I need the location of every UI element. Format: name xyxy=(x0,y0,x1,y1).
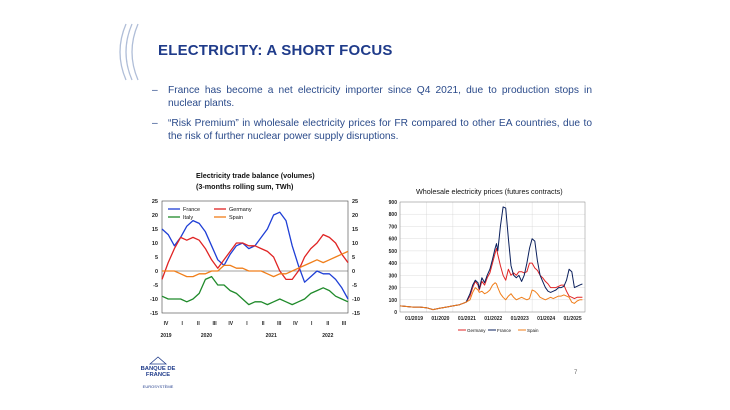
y-tick-label: 900 xyxy=(389,200,398,206)
y-tick-label-right: 20 xyxy=(352,213,358,219)
y-tick-label: 200 xyxy=(389,286,398,292)
x-year-label: 2019 xyxy=(160,333,171,339)
x-quarter-label: IV xyxy=(228,321,233,327)
series-line-italy xyxy=(161,275,349,306)
legend-label-spain: Spain xyxy=(229,215,243,221)
trade-balance-chart-title: Electricity trade balance (volumes) (3-m… xyxy=(196,170,315,192)
x-quarter-label: III xyxy=(212,321,217,327)
y-tick-label-left: 10 xyxy=(152,241,158,247)
y-tick-label: 400 xyxy=(389,261,398,267)
y-tick-label-left: 20 xyxy=(152,213,158,219)
y-tick-label-right: -15 xyxy=(352,311,360,317)
x-tick-label: 01/2025 xyxy=(564,316,582,322)
y-tick-label-right: -5 xyxy=(352,283,357,289)
series-line-france xyxy=(399,206,583,311)
y-tick-label: 800 xyxy=(389,212,398,218)
y-tick-label-right: 0 xyxy=(352,269,355,275)
x-quarter-label: III xyxy=(277,321,282,327)
trade-balance-subtitle: (3-months rolling sum, TWh) xyxy=(196,182,294,191)
bullet-text: France has become a net electricity impo… xyxy=(168,85,592,109)
series-line-germany xyxy=(399,247,583,311)
x-quarter-label: III xyxy=(342,321,347,327)
bullet-item: – France has become a net electricity im… xyxy=(152,84,592,110)
legend-label-spain: Spain xyxy=(527,328,539,333)
y-tick-label-left: -15 xyxy=(150,311,158,317)
bullet-marker: – xyxy=(152,85,158,96)
bullet-item: – “Risk Premium” in wholesale electricit… xyxy=(152,117,592,143)
legend-label-germany: Germany xyxy=(467,328,486,333)
y-tick-label-right: 10 xyxy=(352,241,358,247)
y-tick-label-left: -10 xyxy=(150,297,158,303)
legend-label-italy: Italy xyxy=(183,215,193,221)
y-tick-label: 600 xyxy=(389,237,398,243)
decorative-brackets xyxy=(119,23,139,81)
y-tick-label-left: 15 xyxy=(152,227,158,233)
y-tick-label-right: 25 xyxy=(352,199,358,205)
y-tick-label-left: 25 xyxy=(152,199,158,205)
x-quarter-label: I xyxy=(311,321,313,327)
bank-logo: BANQUE DE FRANCE EUROSYSTÈME xyxy=(132,355,184,389)
y-tick-label-right: 5 xyxy=(352,255,355,261)
legend-label-france: France xyxy=(497,328,512,333)
x-tick-label: 01/2020 xyxy=(431,316,449,322)
x-quarter-label: II xyxy=(326,321,329,327)
x-tick-label: 01/2022 xyxy=(484,316,502,322)
logo-text: BANQUE DE FRANCE xyxy=(140,366,176,378)
x-quarter-label: IV xyxy=(164,321,169,327)
page-number: 7 xyxy=(574,370,578,376)
bank-logo-icon xyxy=(148,356,168,365)
logo-subtext: EUROSYSTÈME xyxy=(142,384,174,389)
bullet-marker: – xyxy=(152,118,158,129)
y-tick-label: 700 xyxy=(389,224,398,230)
x-quarter-label: I xyxy=(181,321,183,327)
bullet-text: “Risk Premium” in wholesale electricity … xyxy=(168,118,592,142)
y-tick-label: 500 xyxy=(389,249,398,255)
x-tick-label: 01/2023 xyxy=(511,316,529,322)
x-tick-label: 01/2019 xyxy=(405,316,423,322)
x-quarter-label: I xyxy=(246,321,248,327)
slide-title: ELECTRICITY: A SHORT FOCUS xyxy=(158,42,393,59)
y-tick-label: 300 xyxy=(389,273,398,279)
x-year-label: 2022 xyxy=(322,333,333,339)
series-line-spain xyxy=(399,282,583,311)
y-tick-label-left: -5 xyxy=(153,283,158,289)
plot-frame xyxy=(399,201,586,313)
y-tick-label-left: 0 xyxy=(155,269,158,275)
y-tick-label-right: -10 xyxy=(352,297,360,303)
y-tick-label: 0 xyxy=(394,310,397,316)
y-tick-label-left: 5 xyxy=(155,255,158,261)
series-line-spain xyxy=(162,250,349,278)
x-tick-label: 01/2021 xyxy=(458,316,476,322)
series-line-germany xyxy=(161,233,349,281)
wholesale-prices-chart: 0 100 200 300 400 500 600 700 800 900 01/2019 01/20… xyxy=(389,200,586,333)
x-quarter-label: II xyxy=(197,321,200,327)
plot-frame xyxy=(161,200,349,314)
x-year-label: 2020 xyxy=(201,333,212,339)
y-tick-label: 100 xyxy=(389,298,398,304)
legend-label-germany: Germany xyxy=(229,207,252,213)
x-quarter-label: II xyxy=(262,321,265,327)
series-line-france xyxy=(161,211,349,300)
bullet-list: – France has become a net electricity im… xyxy=(152,84,592,150)
x-year-label: 2021 xyxy=(266,333,277,339)
y-tick-label-right: 15 xyxy=(352,227,358,233)
x-quarter-label: IV xyxy=(293,321,298,327)
legend-label-france: France xyxy=(183,207,200,213)
x-tick-label: 01/2024 xyxy=(537,316,555,322)
trade-balance-title: Electricity trade balance (volumes) xyxy=(196,171,315,180)
prices-chart-title: Wholesale electricity prices (futures co… xyxy=(416,187,563,196)
